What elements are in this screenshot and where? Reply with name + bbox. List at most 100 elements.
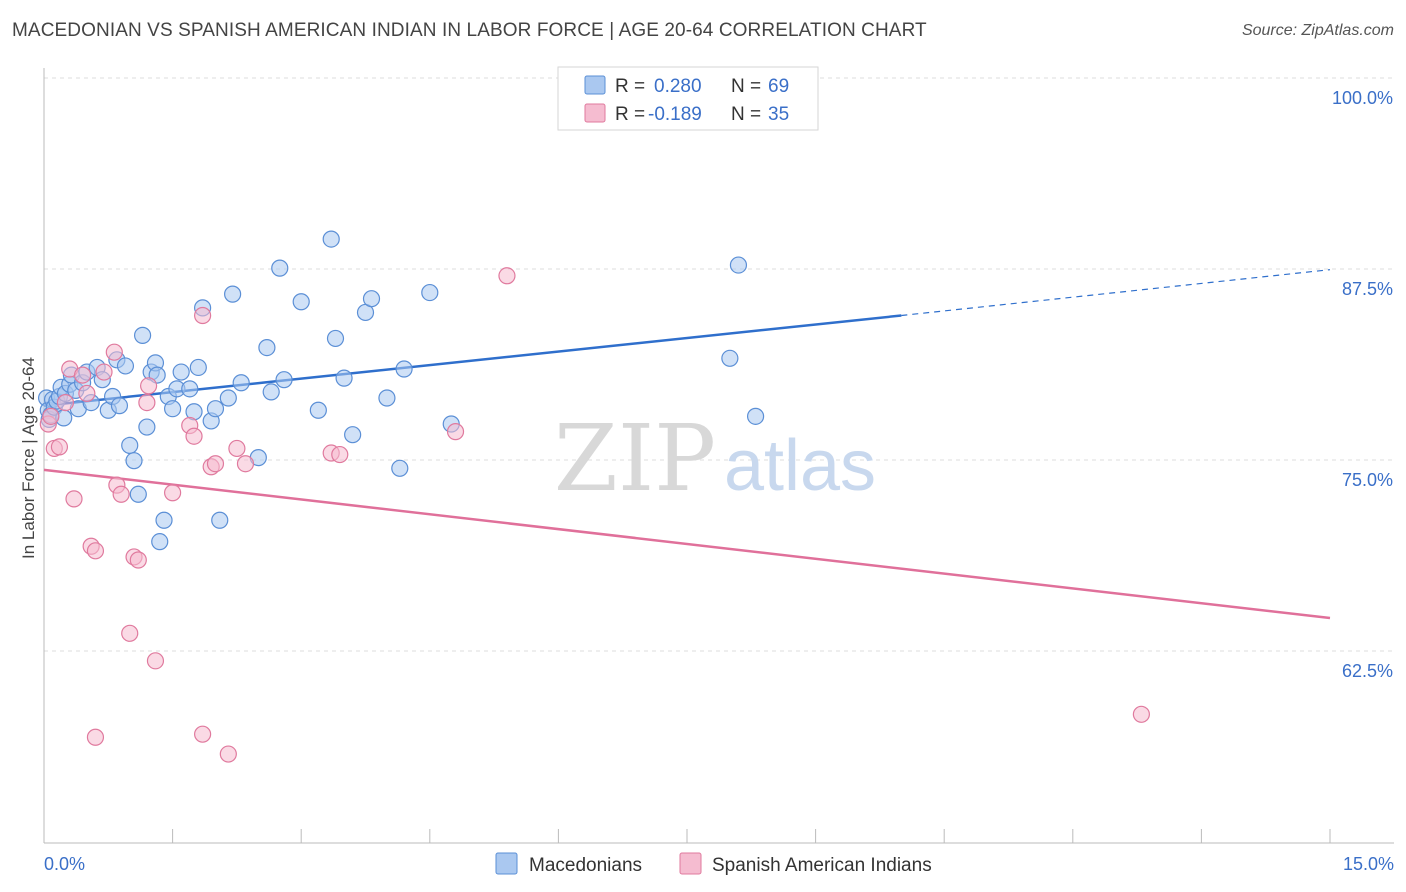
source-label: Source: ZipAtlas.com [1241,22,1394,39]
data-points [37,230,1150,763]
legend-r-value-pink: -0.189 [648,104,702,125]
trendline-spanish-american-indians [43,468,1331,620]
point-macedonians [262,383,280,401]
point-spanish-american-indians [65,490,83,508]
point-macedonians [116,357,135,375]
point-macedonians [746,407,765,425]
point-macedonians [110,397,129,415]
point-macedonians [206,400,225,418]
y-tick-label-1: 75.0% [1342,470,1393,490]
x-tick-label-1: 15.0% [1343,854,1394,874]
legend-label-spanish-american-indians: Spanish American Indians [712,855,932,876]
legend-swatch-blue [584,75,606,95]
point-macedonians [326,329,345,348]
watermark-atlas: atlas [724,426,876,506]
point-spanish-american-indians [42,407,60,425]
point-spanish-american-indians [50,438,69,456]
legend-series: Macedonians Spanish American Indians [495,852,932,876]
point-macedonians [378,389,396,407]
point-spanish-american-indians [121,624,139,642]
point-spanish-american-indians [236,455,255,473]
point-macedonians [292,293,310,311]
point-spanish-american-indians [331,445,349,464]
point-spanish-american-indians [86,542,105,560]
point-macedonians [309,401,327,419]
point-macedonians [151,533,169,551]
point-macedonians [189,358,207,377]
point-spanish-american-indians [194,306,212,325]
point-macedonians [224,285,242,303]
watermark-zip: ZIP [554,405,716,512]
point-spanish-american-indians [129,551,147,569]
point-spanish-american-indians [194,725,212,743]
point-macedonians [219,389,237,407]
legend-swatch-macedonians [495,852,518,875]
point-spanish-american-indians [185,427,203,445]
point-macedonians [335,369,353,387]
point-spanish-american-indians [1132,705,1150,723]
point-spanish-american-indians [95,363,113,381]
trendline-macedonians-extension [901,269,1331,317]
gridlines [44,77,1394,652]
legend-n-label-pink: N = [731,104,761,125]
axes [43,68,1394,844]
watermark: ZIP atlas [554,405,876,512]
point-macedonians [275,371,293,389]
point-macedonians [395,360,413,378]
legend-n-value-pink: 35 [768,104,789,125]
point-spanish-american-indians [86,728,105,746]
point-macedonians [125,452,143,470]
point-macedonians [271,259,289,277]
point-spanish-american-indians [146,652,165,670]
point-macedonians [258,338,276,357]
legend-r-value-blue: 0.280 [654,76,702,97]
point-spanish-american-indians [112,485,130,503]
point-macedonians [133,326,152,344]
y-tick-label-3: 100.0% [1332,88,1393,108]
legend-n-value-blue: 69 [768,76,789,97]
point-macedonians [211,511,229,529]
legend-r-label-pink: R = [615,104,645,125]
point-spanish-american-indians [138,394,156,412]
point-spanish-american-indians [219,745,237,763]
point-macedonians [421,283,439,302]
legend-r-label-blue: R = [615,76,645,97]
point-spanish-american-indians [446,423,465,441]
point-spanish-american-indians [73,366,92,384]
point-macedonians [164,400,182,418]
point-macedonians [322,230,340,248]
point-spanish-american-indians [56,394,75,412]
point-spanish-american-indians [78,384,96,403]
point-macedonians [721,349,739,367]
legend-stats: R = 0.280 N = 69 R = -0.189 N = 35 [557,66,819,131]
point-spanish-american-indians [228,439,246,458]
legend-label-macedonians: Macedonians [529,855,642,876]
point-macedonians [155,511,173,529]
point-macedonians [172,363,190,381]
y-tick-labels: 62.5% 75.0% 87.5% 100.0% [1332,88,1393,681]
point-spanish-american-indians [139,377,158,395]
point-macedonians [391,459,409,477]
x-tick-label-0: 0.0% [44,854,85,874]
point-spanish-american-indians [206,455,225,473]
legend-swatch-pink [584,103,606,123]
point-macedonians [138,418,156,436]
point-macedonians [232,374,250,392]
y-axis-label: In Labor Force | Age 20-64 [19,357,38,559]
point-macedonians [729,256,748,274]
chart-title: MACEDONIAN VS SPANISH AMERICAN INDIAN IN… [12,20,927,41]
legend-swatch-spanish-american-indians [679,852,702,875]
point-macedonians [129,485,147,503]
point-spanish-american-indians [105,343,123,361]
y-tick-label-0: 62.5% [1342,661,1393,681]
x-tick-labels: 0.0% 15.0% [44,854,1394,874]
point-macedonians [121,436,139,454]
point-macedonians [344,426,362,444]
point-spanish-american-indians [498,267,516,285]
point-macedonians [362,290,381,308]
y-tick-label-2: 87.5% [1342,279,1393,299]
legend-n-label-blue: N = [731,76,761,97]
point-spanish-american-indians [164,484,182,502]
point-macedonians [181,380,199,398]
